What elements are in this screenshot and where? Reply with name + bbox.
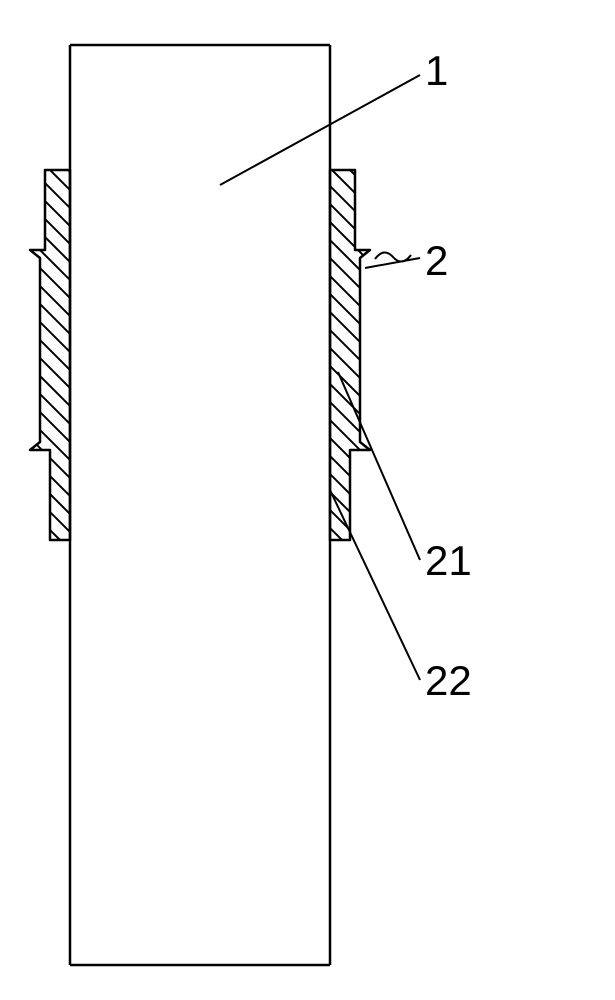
callout-label-l2: 2 bbox=[425, 237, 448, 284]
callout-label-l22: 22 bbox=[425, 657, 472, 704]
technical-figure: 1 2 21 22 bbox=[0, 0, 615, 1000]
callout-label-l21: 21 bbox=[425, 537, 472, 584]
callout-label-l1: 1 bbox=[425, 47, 448, 94]
